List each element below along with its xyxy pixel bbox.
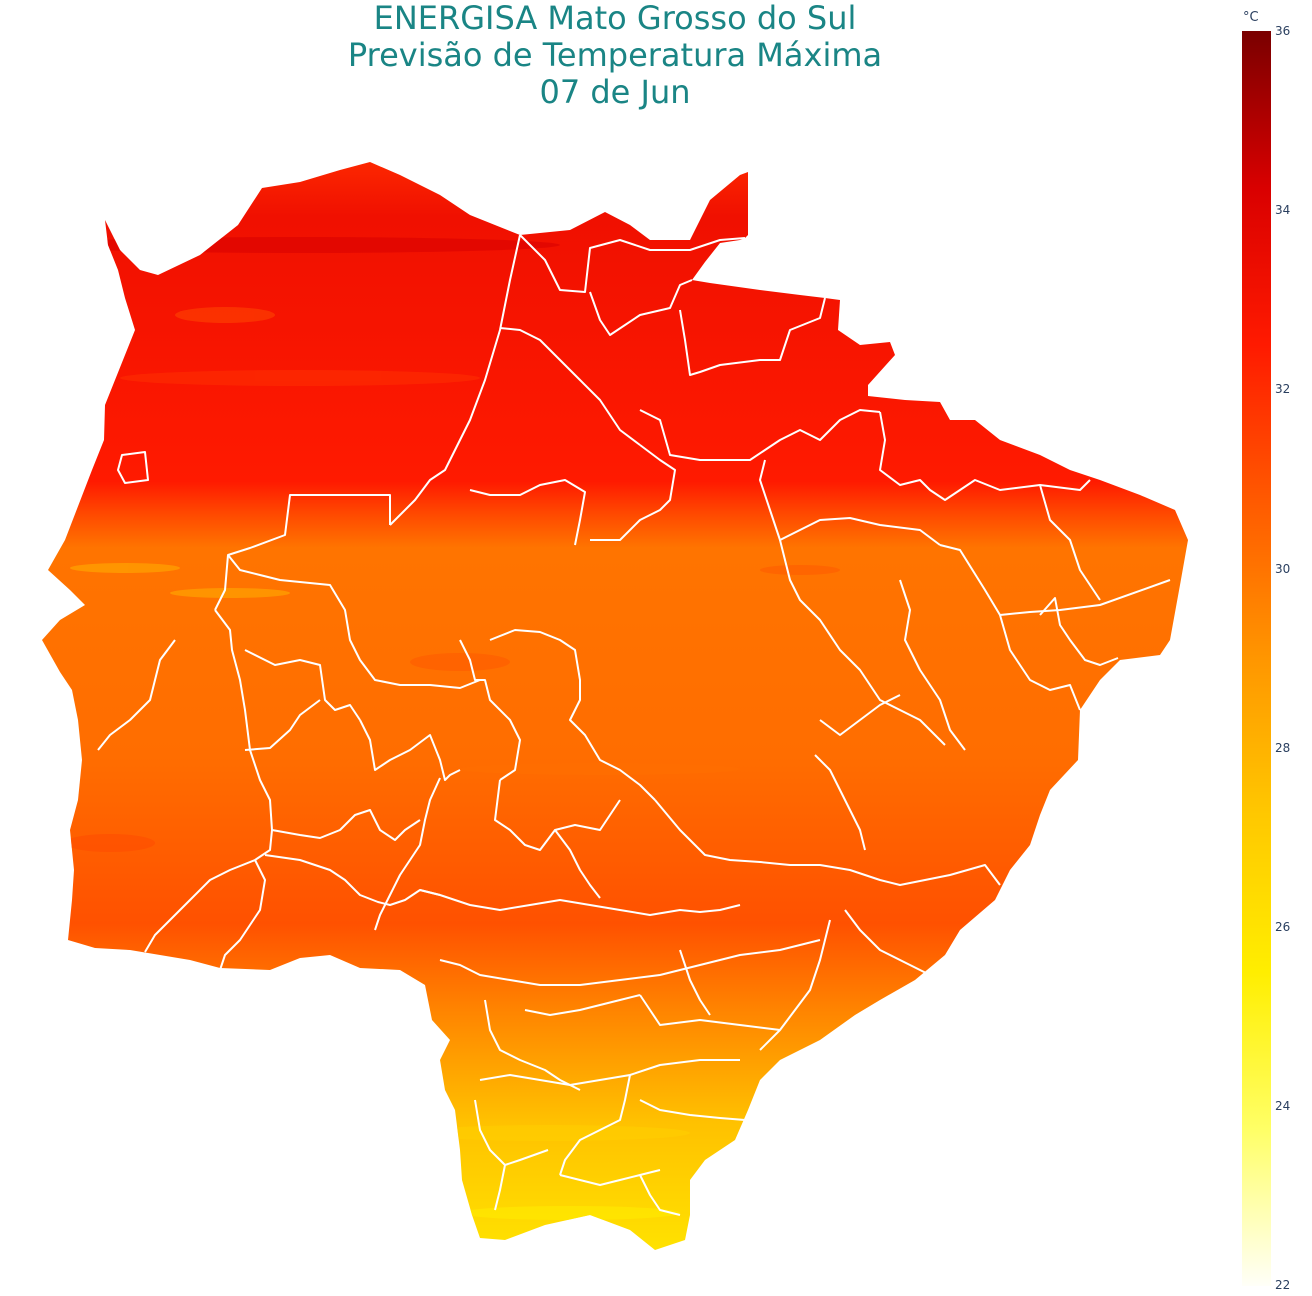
- colorbar-tick-30: 30: [1275, 562, 1291, 576]
- colorbar-tick-32: 32: [1275, 382, 1291, 396]
- colorbar-tick-24: 24: [1275, 1099, 1291, 1113]
- map-title: ENERGISA Mato Grosso do Sul Previsão de …: [250, 0, 980, 111]
- colorbar-tick-26: 26: [1275, 920, 1291, 934]
- colorbar-tick-28: 28: [1275, 741, 1291, 755]
- colorbar-tick-34: 34: [1275, 203, 1291, 217]
- colorbar-tick-36: 36: [1275, 24, 1291, 38]
- municipality-boundaries: [97, 234, 1171, 1216]
- colorbar: [1242, 31, 1271, 1286]
- state-shape: [42, 162, 1188, 1250]
- title-line-date: 07 de Jun: [539, 73, 691, 111]
- colorbar-unit: °C: [1243, 10, 1259, 25]
- title-line-forecast: Previsão de Temperatura Máxima: [347, 36, 883, 74]
- colorbar-tick-22: 22: [1275, 1278, 1291, 1292]
- title-line-company: ENERGISA Mato Grosso do Sul: [373, 0, 857, 37]
